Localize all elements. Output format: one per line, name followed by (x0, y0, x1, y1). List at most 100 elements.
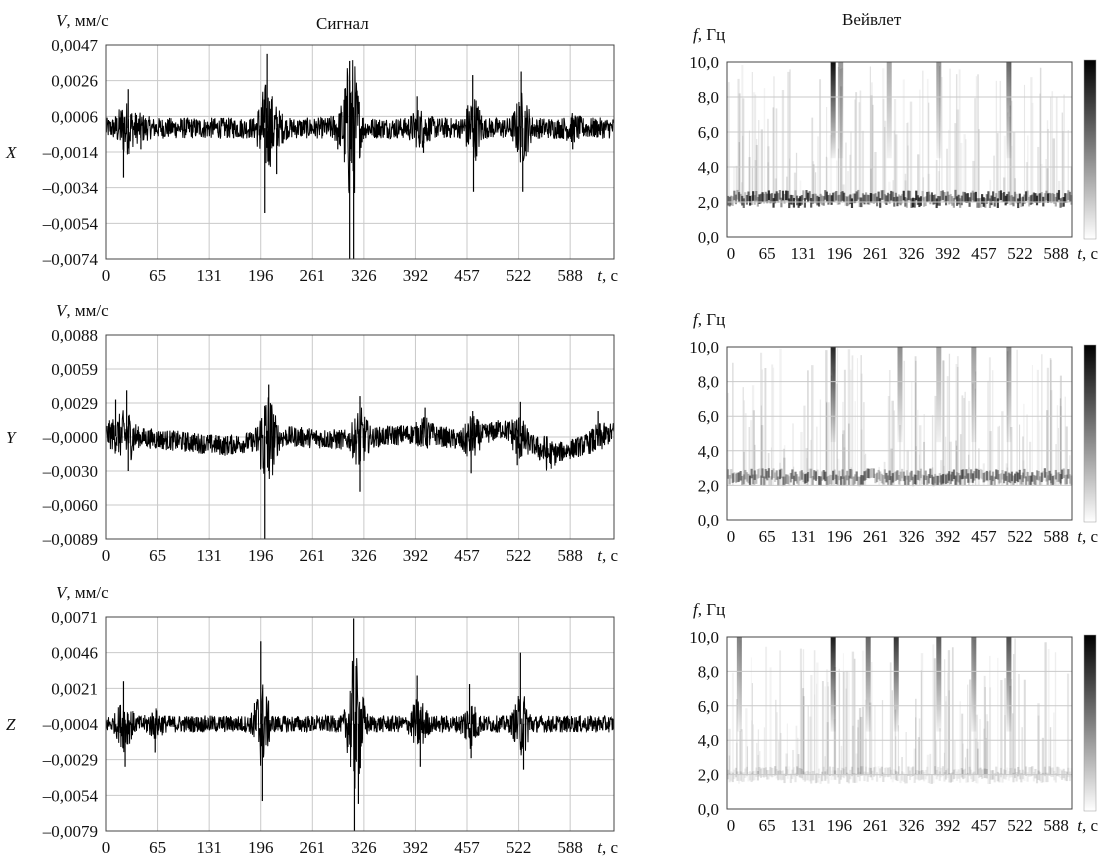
wavelet-band-cell (739, 193, 742, 204)
wavelet-band-cell (1057, 767, 1061, 777)
x-tick-label: 261 (863, 244, 889, 263)
y-tick-label: –0,0074 (42, 250, 99, 269)
wavelet-band-cell (1068, 771, 1072, 782)
y-tick-label: –0,0000 (42, 428, 98, 447)
wavelet-band-cell (752, 771, 755, 781)
wavelet-band-cell (778, 469, 781, 480)
wavelet-band-cell (927, 474, 930, 484)
wavelet-band-cell (778, 190, 781, 200)
wavelet-band-cell (731, 772, 734, 783)
wavelet-band-cell (872, 767, 876, 777)
signal-trace (105, 658, 615, 789)
wavelet-band-cell (817, 768, 821, 779)
wavelet-band-cell (1031, 194, 1034, 205)
wavelet-band-cell (788, 766, 791, 776)
y-tick-label: –0,0089 (42, 530, 98, 549)
wavelet-band-cell (1035, 470, 1039, 480)
wavelet-band-cell (1046, 772, 1050, 783)
wavelet-band-cell (828, 474, 832, 485)
y-tick-label: –0,0060 (42, 496, 98, 515)
wavelet-band-cell (838, 470, 841, 481)
wavelet-band-cell (744, 192, 747, 202)
wavelet-band-cell (984, 768, 987, 779)
y-axis-label: V, мм/с (56, 583, 109, 602)
wavelet-band-cell (963, 475, 966, 486)
wavelet-band-cell (1007, 472, 1010, 483)
wavelet-band-cell (1003, 192, 1006, 202)
wavelet-band-cell (1023, 468, 1026, 479)
wavelet-band-cell (742, 474, 745, 484)
wavelet-band-cell (1043, 766, 1046, 777)
wavelet-band-cell (894, 192, 897, 203)
y-tick-label: –0,0079 (42, 822, 98, 841)
wavelet-band-cell (772, 468, 775, 478)
wavelet-band-cell (946, 191, 949, 202)
wavelet-band-cell (1009, 195, 1012, 206)
wavelet-band-cell (847, 195, 850, 206)
plot-frame (105, 334, 615, 540)
x-tick-label: 392 (935, 816, 961, 835)
wavelet-band-cell (869, 468, 872, 478)
wavelet-band-cell (993, 772, 996, 783)
wavelet-band-cell (1007, 191, 1010, 202)
wavelet-band-cell (1003, 473, 1006, 484)
wavelet-band-cell (827, 774, 830, 784)
x-tick-label: 65 (759, 527, 776, 546)
wavelet-band-cell (847, 773, 850, 784)
wavelet-band-cell (865, 470, 868, 480)
wavelet-band-cell (1065, 193, 1068, 203)
wavelet-band-cell (865, 766, 868, 777)
wavelet-band-cell (794, 471, 797, 482)
wavelet-band-cell (1050, 767, 1053, 778)
wavelet-band-cell (883, 767, 886, 778)
wavelet-band-cell (745, 766, 748, 777)
wavelet-band-cell (999, 767, 1003, 778)
wavelet-band-cell (996, 771, 999, 782)
wavelet-band-cell (832, 470, 835, 481)
x-tick-label: 196 (827, 244, 853, 263)
wavelet-band-cell (861, 766, 865, 776)
y-tick-label: 0,0 (698, 800, 719, 819)
wavelet-band-cell (1018, 193, 1021, 204)
wavelet-band-cell (919, 196, 923, 206)
wavelet-band-cell (805, 473, 808, 483)
wavelet-band-cell (938, 473, 941, 483)
wavelet-band-cell (780, 197, 783, 208)
wavelet-band-cell (750, 772, 753, 783)
wavelet-band-cell (786, 474, 789, 485)
y-tick-label: 10,0 (689, 338, 719, 357)
x-tick-label: 196 (827, 527, 853, 546)
wavelet-strong-streak (897, 347, 903, 443)
wavelet-band-cell (1065, 474, 1068, 485)
wavelet-band-cell (866, 772, 869, 782)
wavelet-band-cell (974, 773, 977, 783)
wavelet-band-cell (970, 192, 973, 203)
wavelet-band-cell (930, 192, 934, 202)
wavelet-band-cell (730, 771, 733, 781)
wavelet-band-cell (913, 474, 916, 485)
wavelet-band-cell (1034, 475, 1037, 486)
wavelet-band-cell (830, 475, 833, 485)
wavelet-band-cell (985, 194, 988, 204)
wavelet-band-cell (908, 770, 912, 781)
wavelet-band-cell (1024, 766, 1028, 776)
x-tick-label: 588 (557, 546, 583, 565)
wavelet-band-cell (966, 193, 970, 203)
wavelet-band-cell (767, 190, 770, 201)
wavelet-band-cell (789, 773, 792, 784)
wavelet-band-cell (832, 766, 835, 777)
wavelet-band-cell (802, 472, 805, 483)
wavelet-band-cell (727, 195, 730, 206)
wavelet-strong-streak (1006, 347, 1012, 443)
wavelet-band-cell (830, 195, 833, 205)
wavelet-band-cell (946, 473, 949, 484)
y-axis-label: f, Гц (693, 25, 725, 44)
wavelet-band-cell (759, 193, 763, 204)
wavelet-strong-streak (971, 637, 977, 732)
wavelet-band-cell (885, 472, 888, 483)
wavelet-band-cell (943, 473, 946, 484)
wavelet-band-cell (960, 469, 963, 480)
x-tick-label: 326 (351, 546, 377, 565)
wavelet-band-cell (921, 474, 924, 485)
wavelet-band-cell (866, 468, 869, 479)
